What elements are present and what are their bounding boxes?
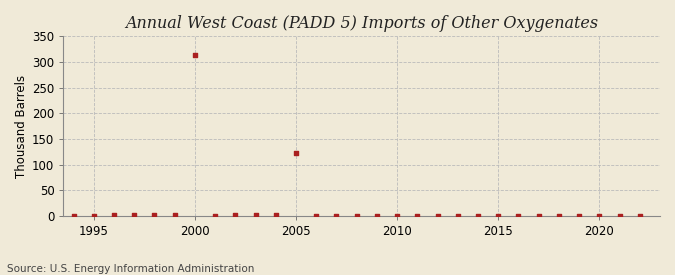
Point [634, 214, 645, 218]
Point [574, 214, 585, 218]
Point [412, 214, 423, 218]
Y-axis label: Thousand Barrels: Thousand Barrels [15, 75, 28, 178]
Point [513, 214, 524, 218]
Point [472, 214, 483, 218]
Point [331, 214, 342, 218]
Point [392, 214, 402, 218]
Point [250, 213, 261, 218]
Point [310, 214, 321, 218]
Text: Source: U.S. Energy Information Administration: Source: U.S. Energy Information Administ… [7, 264, 254, 274]
Point [594, 214, 605, 218]
Point [230, 213, 241, 217]
Point [129, 213, 140, 218]
Point [452, 214, 463, 218]
Point [371, 214, 382, 218]
Point [109, 213, 119, 218]
Point [614, 214, 625, 218]
Point [351, 214, 362, 218]
Point [493, 214, 504, 218]
Point [210, 214, 221, 218]
Point [48, 214, 59, 218]
Title: Annual West Coast (PADD 5) Imports of Other Oxygenates: Annual West Coast (PADD 5) Imports of Ot… [125, 15, 598, 32]
Point [88, 214, 99, 218]
Point [190, 53, 200, 57]
Point [533, 214, 544, 218]
Point [169, 213, 180, 218]
Point [291, 151, 302, 155]
Point [554, 214, 564, 218]
Point [149, 213, 160, 217]
Point [68, 214, 79, 218]
Point [432, 214, 443, 218]
Point [271, 213, 281, 217]
